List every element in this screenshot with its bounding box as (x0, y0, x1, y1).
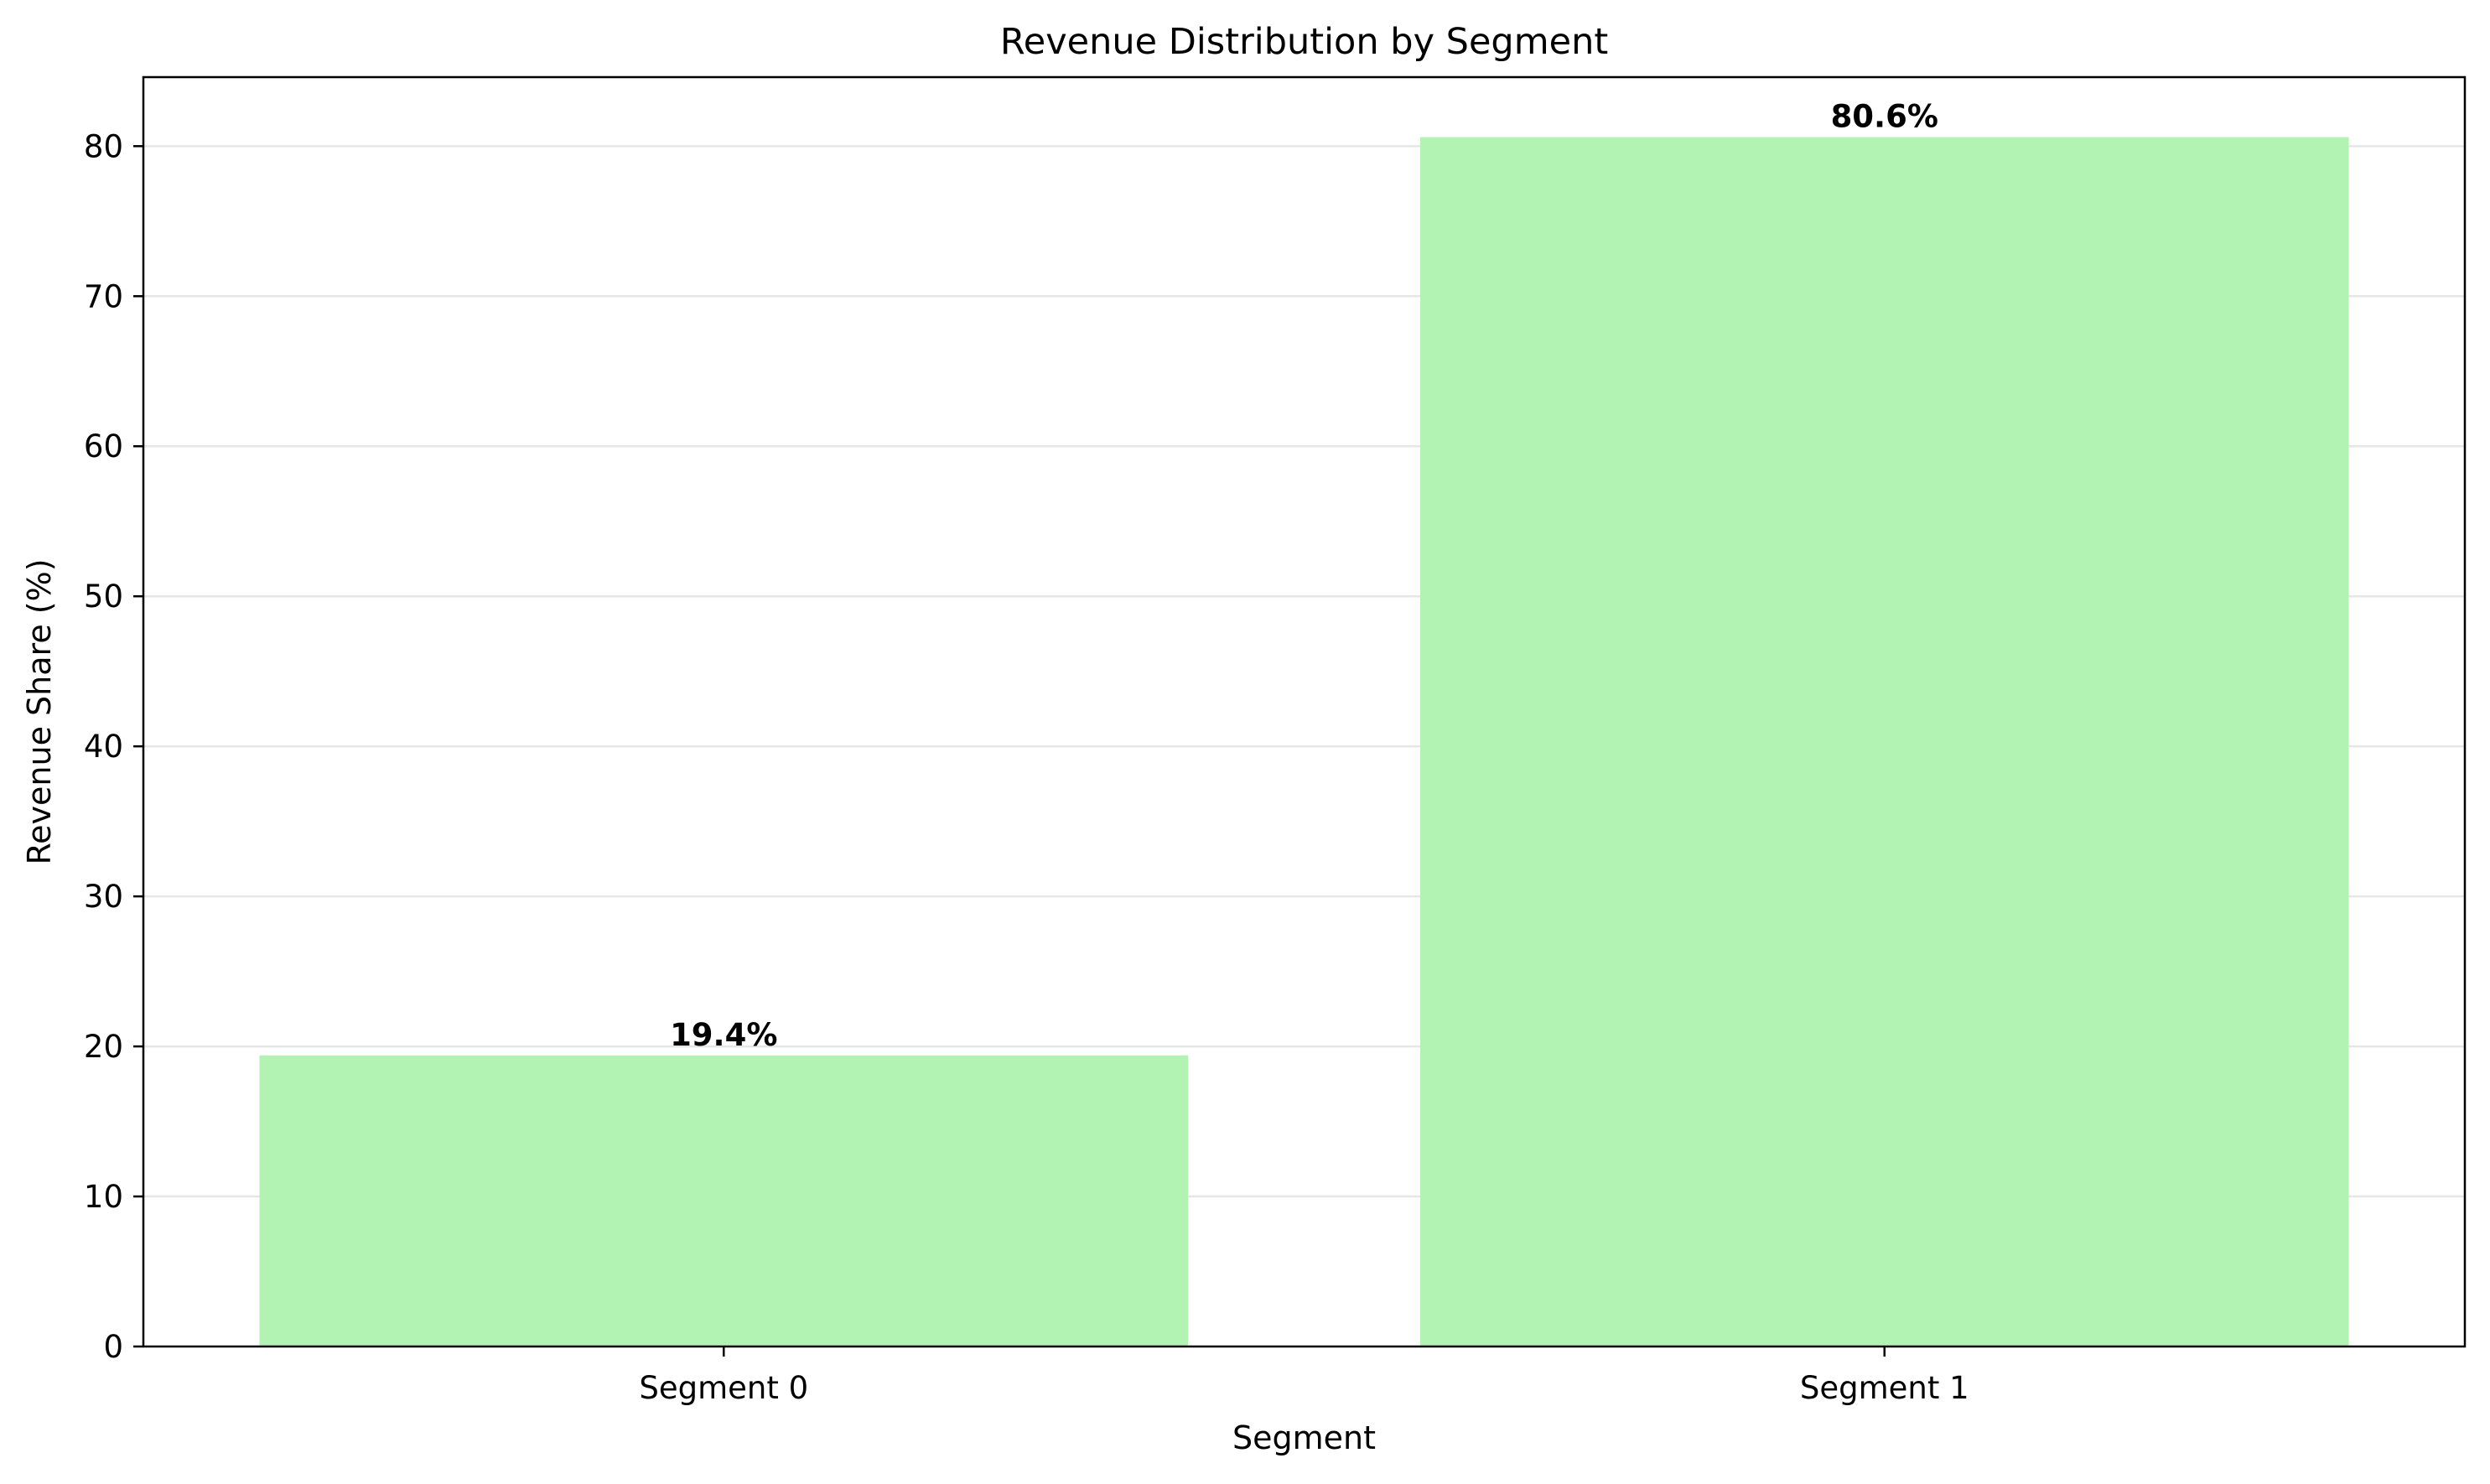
bar-value-label: 19.4% (670, 1017, 777, 1053)
bar-value-labels: 19.4% 80.6% (670, 99, 1938, 1053)
y-axis-ticks: 0 10 20 30 40 50 60 70 80 (84, 128, 143, 1365)
bars (259, 137, 2349, 1346)
y-tick-label: 60 (84, 428, 123, 464)
y-tick-label: 40 (84, 729, 123, 765)
y-axis-label: Revenue Share (%) (21, 558, 58, 864)
y-tick-label: 0 (103, 1329, 123, 1365)
bar-segment-1 (1419, 137, 2349, 1346)
x-axis-ticks: Segment 0 Segment 1 (639, 1346, 1969, 1406)
bar-segment-0 (259, 1055, 1189, 1346)
x-tick-label: Segment 1 (1800, 1370, 1969, 1406)
y-tick-label: 50 (84, 579, 123, 615)
y-tick-label: 20 (84, 1029, 123, 1065)
x-tick-label: Segment 0 (639, 1370, 808, 1406)
x-axis-label: Segment (1232, 1419, 1376, 1456)
plot-frame (142, 75, 2467, 1348)
y-tick-label: 30 (84, 879, 123, 915)
y-tick-label: 70 (84, 278, 123, 314)
y-tick-label: 80 (84, 128, 123, 164)
y-tick-label: 10 (84, 1179, 123, 1215)
bar-value-label: 80.6% (1831, 99, 1938, 135)
chart-title: Revenue Distribution by Segment (1000, 21, 1608, 63)
